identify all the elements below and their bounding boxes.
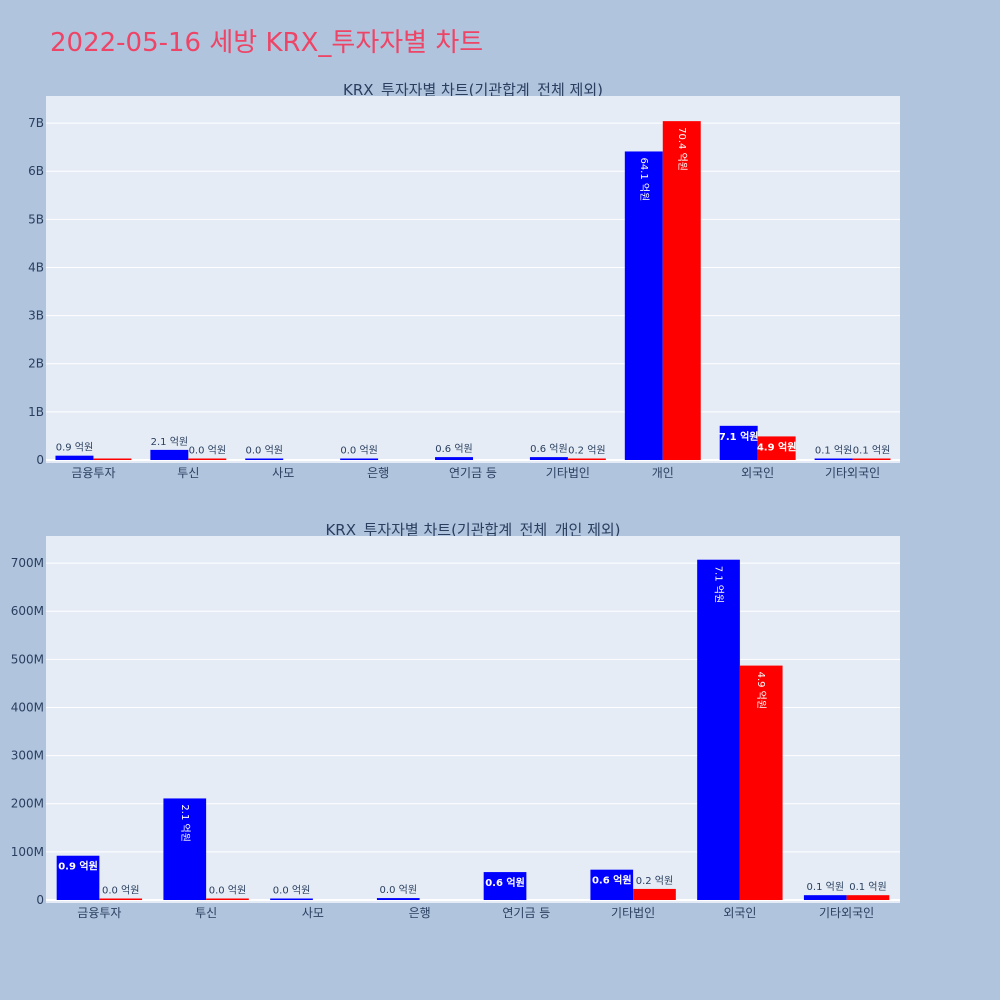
y-tick-label: 0: [36, 893, 44, 907]
bar: [803, 895, 847, 900]
x-tick-label: 기타외국인: [819, 906, 874, 920]
bar: [340, 458, 379, 460]
data-label: 7.1 억원: [719, 430, 759, 443]
plot-area: [46, 96, 900, 463]
data-label: 0.0 억원: [189, 445, 226, 457]
x-tick-label: 금융투자: [71, 466, 115, 480]
data-label: 70.4 억원: [676, 127, 688, 171]
data-label: 0.0 억원: [209, 885, 246, 897]
bar: [163, 798, 207, 900]
y-tick-label: 0: [36, 453, 44, 467]
data-label: 0.6 억원: [435, 443, 472, 455]
y-tick-label: 400M: [11, 700, 44, 714]
data-label: 0.2 억원: [636, 875, 673, 887]
bar: [99, 898, 143, 900]
bar: [697, 559, 740, 900]
y-tick-label: 2B: [28, 357, 44, 371]
x-tick-label: 연기금 등: [502, 906, 550, 920]
y-tick-label: 1B: [28, 405, 44, 419]
y-tick-label: 5B: [28, 212, 44, 226]
y-tick-label: 3B: [28, 309, 44, 323]
x-tick-label: 사모: [302, 906, 324, 920]
bar: [567, 458, 606, 460]
data-label: 0.1 억원: [849, 881, 886, 893]
x-tick-label: 은행: [367, 465, 389, 480]
bar: [93, 458, 132, 460]
x-tick-label: 기타외국인: [825, 466, 880, 480]
data-label: 0.1 억원: [853, 445, 890, 457]
x-tick-label: 은행: [409, 905, 431, 920]
data-label: 4.9 억원: [757, 440, 797, 453]
data-label: 0.9 억원: [56, 442, 93, 454]
chart-2: 0 100M 200M 300M 400M 500M 600M 700M 금융투자 투신 사모 은행 연…: [11, 536, 900, 920]
data-label: 0.0 억원: [380, 884, 417, 896]
bar: [150, 449, 189, 460]
bar: [814, 458, 853, 460]
y-tick-label: 6B: [28, 164, 44, 178]
data-label: 0.1 억원: [807, 881, 844, 893]
data-label: 0.6 억원: [530, 443, 567, 455]
bar: [590, 869, 634, 900]
y-tick-label: 700M: [11, 556, 44, 570]
data-label: 0.0 억원: [273, 885, 310, 897]
data-label: 0.6 억원: [485, 876, 525, 889]
bar: [719, 425, 758, 460]
x-tick-label: 기타법인: [611, 906, 655, 920]
bar: [56, 855, 100, 900]
bar: [739, 665, 783, 900]
bar: [206, 898, 249, 900]
y-tick-label: 7B: [28, 116, 44, 130]
bar: [483, 872, 527, 900]
bar: [529, 457, 568, 460]
x-tick-label: 연기금 등: [449, 466, 497, 480]
bar: [376, 898, 420, 900]
bar: [662, 121, 701, 461]
data-label: 0.9 억원: [58, 860, 98, 873]
x-tick-label: 외국인: [741, 466, 774, 480]
bar: [270, 898, 313, 900]
bar: [55, 455, 94, 460]
x-tick-label: 개인: [652, 466, 674, 480]
bar: [188, 458, 227, 460]
data-label: 2.1 억원: [151, 436, 188, 448]
chart-1: 0 1B 2B 3B 4B 5B 6B 7B 금융투자 투신 사모 은행 연기금 등 기타법인 개인 외국인 기…: [28, 96, 900, 480]
bar: [435, 457, 473, 460]
chart-2-title: KRX_투자자별 차트(기관합계_전체_개인 제외): [325, 521, 621, 539]
y-tick-label: 4B: [28, 260, 44, 274]
y-tick-label: 500M: [11, 652, 44, 666]
data-label: 0.0 억원: [246, 445, 283, 457]
bar: [624, 151, 663, 460]
data-label: 2.1 억원: [179, 804, 191, 841]
x-tick-label: 투신: [177, 466, 199, 480]
bar: [633, 888, 676, 900]
data-label: 7.1 억원: [713, 566, 725, 603]
bar: [846, 895, 890, 900]
data-label: 0.6 억원: [592, 874, 632, 887]
y-tick-label: 300M: [11, 749, 44, 763]
x-tick-label: 금융투자: [77, 906, 121, 920]
bar: [757, 436, 796, 460]
chart-1-title: KRX_투자자별 차트(기관합계_전체 제외): [343, 81, 603, 99]
y-tick-label: 200M: [11, 797, 44, 811]
data-label: 0.2 억원: [568, 445, 605, 457]
y-tick-label: 600M: [11, 604, 44, 618]
x-tick-label: 투신: [195, 906, 217, 920]
data-label: 0.0 억원: [102, 885, 139, 897]
data-label: 64.1 억원: [638, 157, 650, 201]
x-tick-label: 기타법인: [546, 466, 590, 480]
x-tick-label: 외국인: [723, 906, 756, 920]
bar: [852, 458, 891, 460]
bar: [245, 458, 284, 460]
data-label: 0.0 억원: [340, 445, 377, 457]
data-label: 0.1 억원: [815, 445, 852, 457]
y-tick-label: 100M: [11, 845, 44, 859]
page-title: 2022-05-16 세방 KRX_투자자별 차트: [50, 28, 484, 58]
x-tick-label: 사모: [272, 466, 294, 480]
data-label: 4.9 억원: [755, 672, 767, 709]
